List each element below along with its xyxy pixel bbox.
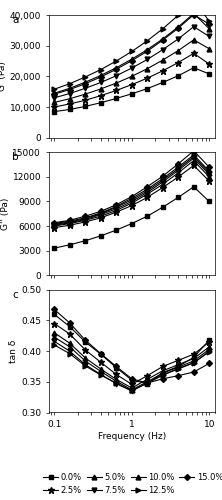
- Y-axis label: G'' (Pa): G'' (Pa): [1, 198, 10, 230]
- Legend: 0.0%, 2.5%, 5.0%, 7.5%, 10.0%, 12.5%, 15.0%: 0.0%, 2.5%, 5.0%, 7.5%, 10.0%, 12.5%, 15…: [42, 472, 222, 496]
- X-axis label: Frequency (Hz): Frequency (Hz): [98, 432, 166, 441]
- Text: b: b: [12, 152, 19, 162]
- Y-axis label: G' (Pa): G' (Pa): [0, 62, 7, 92]
- Y-axis label: tan δ: tan δ: [9, 340, 18, 363]
- Text: c: c: [12, 290, 18, 300]
- Text: a: a: [12, 15, 19, 25]
